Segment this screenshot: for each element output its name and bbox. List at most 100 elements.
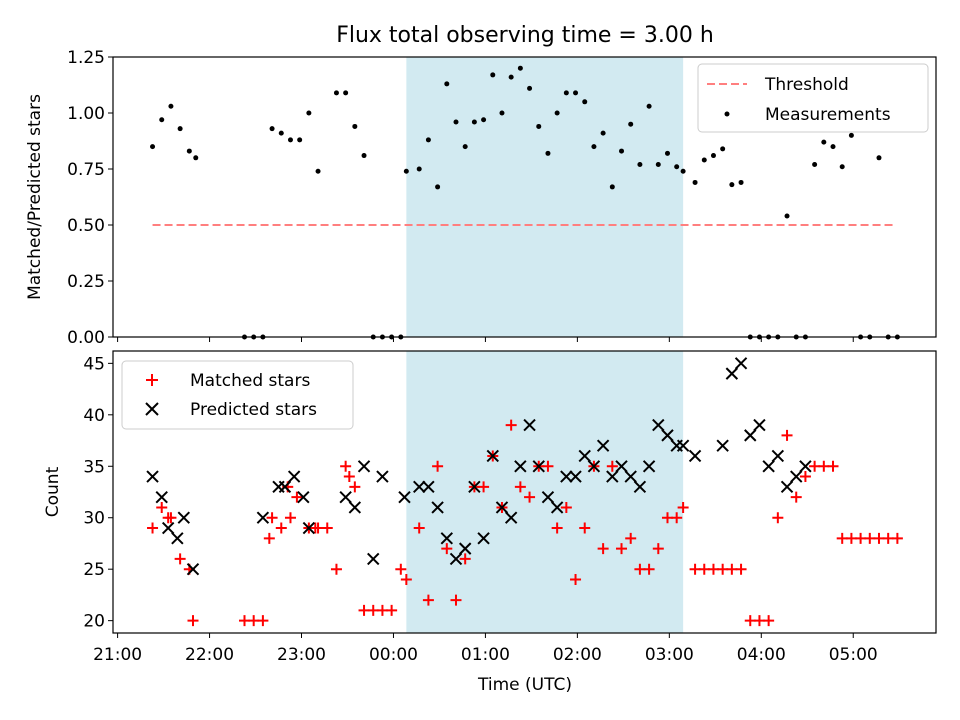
- highlight-span: [406, 351, 684, 633]
- matched-star-marker: [790, 491, 802, 503]
- measurement-point: [278, 130, 284, 136]
- matched-star-marker: [340, 460, 352, 472]
- legend-predicted-swatch: [145, 402, 159, 416]
- matched-star-marker: [661, 512, 673, 524]
- ratio-legend: Threshold Measurements: [697, 63, 929, 133]
- y-tick-label: 40: [83, 406, 105, 426]
- y-tick-label: 35: [83, 457, 105, 477]
- ratio-panel-frame: [112, 56, 937, 338]
- predicted-star-marker: [458, 542, 472, 555]
- predicted-star-marker: [287, 470, 301, 483]
- predicted-star-marker: [431, 501, 444, 514]
- predicted-star-marker: [780, 480, 794, 494]
- matched-star-marker: [726, 563, 738, 575]
- x-tick-label: 03:00: [645, 645, 694, 665]
- matched-star-marker: [284, 512, 296, 524]
- measurement-point: [729, 182, 735, 188]
- measurement-point: [573, 90, 579, 96]
- matched-star-marker: [524, 491, 536, 503]
- measurement-point: [193, 155, 199, 161]
- matched-star-marker: [330, 563, 342, 575]
- matched-star-marker: [263, 532, 275, 544]
- measurement-point: [490, 72, 496, 78]
- matched-star-marker: [652, 543, 664, 555]
- predicted-star-marker: [688, 449, 702, 463]
- predicted-star-marker: [278, 480, 292, 494]
- matched-star-marker: [165, 512, 177, 524]
- legend-measurements-label: Measurements: [765, 105, 891, 125]
- count-panel-frame: [112, 350, 937, 634]
- measurement-point: [591, 144, 597, 150]
- count-legend: Matched stars Predicted stars: [121, 360, 354, 430]
- measurement-point: [159, 117, 165, 123]
- matched-star-marker: [266, 512, 278, 524]
- predicted-star-marker: [606, 470, 619, 483]
- predicted-star-marker: [532, 460, 545, 473]
- predicted-star-marker: [177, 511, 191, 524]
- predicted-star-marker: [734, 357, 748, 370]
- matched-star-marker: [744, 615, 756, 627]
- matched-star-marker: [400, 573, 412, 585]
- measurement-point: [545, 150, 551, 156]
- matched-star-marker: [257, 615, 269, 627]
- matched-star-marker: [772, 512, 784, 524]
- measurement-point: [177, 126, 183, 132]
- predicted-star-marker: [642, 460, 656, 473]
- x-tick-label: 23:00: [277, 645, 326, 665]
- measurement-point: [297, 137, 303, 143]
- matched-star-marker: [717, 563, 729, 575]
- matched-star-marker: [616, 543, 628, 555]
- measurement-point: [508, 74, 514, 80]
- x-tick-label: 01:00: [461, 645, 510, 665]
- matched-star-marker: [597, 543, 609, 555]
- matched-star-marker: [836, 532, 848, 544]
- measurement-point: [527, 85, 533, 91]
- measurement-point: [462, 144, 468, 150]
- predicted-star-marker: [398, 490, 411, 504]
- y-tick-label: 0.00: [67, 328, 105, 348]
- matched-star-marker: [291, 491, 303, 503]
- measurement-point: [536, 123, 542, 129]
- measurement-point: [655, 162, 661, 168]
- matched-star-marker: [321, 522, 333, 534]
- y-tick-label: 20: [83, 612, 105, 632]
- matched-star-marker: [395, 563, 407, 575]
- measurement-point: [812, 162, 818, 168]
- predicted-star-marker: [514, 460, 527, 473]
- matched-star-marker: [459, 553, 471, 565]
- measurement-point: [848, 132, 854, 138]
- count-y-axis-label: Count: [43, 466, 63, 517]
- legend-matched-label: Matched stars: [190, 371, 310, 391]
- matched-star-marker: [312, 522, 324, 534]
- ratio-x-axis-ticks: [117, 337, 854, 342]
- matched-star-marker: [735, 563, 747, 575]
- measurement-point: [619, 148, 625, 154]
- matched-star-marker: [827, 460, 839, 472]
- matched-star-marker: [625, 532, 637, 544]
- matched-star-marker: [891, 532, 903, 544]
- predicted-star-marker: [486, 449, 499, 463]
- predicted-star-marker: [541, 490, 555, 504]
- predicted-star-marker: [771, 449, 785, 463]
- measurement-point: [646, 103, 652, 109]
- y-tick-label: 0.75: [67, 160, 105, 180]
- predicted-star-marker: [186, 562, 200, 576]
- predicted-star-marker: [615, 460, 628, 473]
- matched-star-marker: [882, 532, 894, 544]
- measurement-point: [471, 119, 477, 125]
- matched-star-marker: [809, 460, 821, 472]
- matched-star-marker: [174, 553, 186, 565]
- predicted-star-marker: [495, 501, 509, 514]
- predicted-star-marker: [661, 429, 674, 442]
- highlight-span: [406, 57, 684, 337]
- measurement-point: [821, 139, 827, 145]
- count-x-axis-label: Time (UTC): [477, 675, 572, 695]
- predicted-star-marker: [348, 501, 362, 514]
- predicted-star-marker: [725, 367, 739, 380]
- matched-star-marker: [753, 615, 765, 627]
- matched-star-marker: [413, 522, 425, 534]
- measurement-point: [287, 137, 293, 143]
- measurement-point: [637, 162, 643, 168]
- measurement-point: [333, 90, 339, 96]
- ratio-y-axis-ticks: 0.00 0.25 0.50 0.75 1.00 1.25: [67, 48, 113, 348]
